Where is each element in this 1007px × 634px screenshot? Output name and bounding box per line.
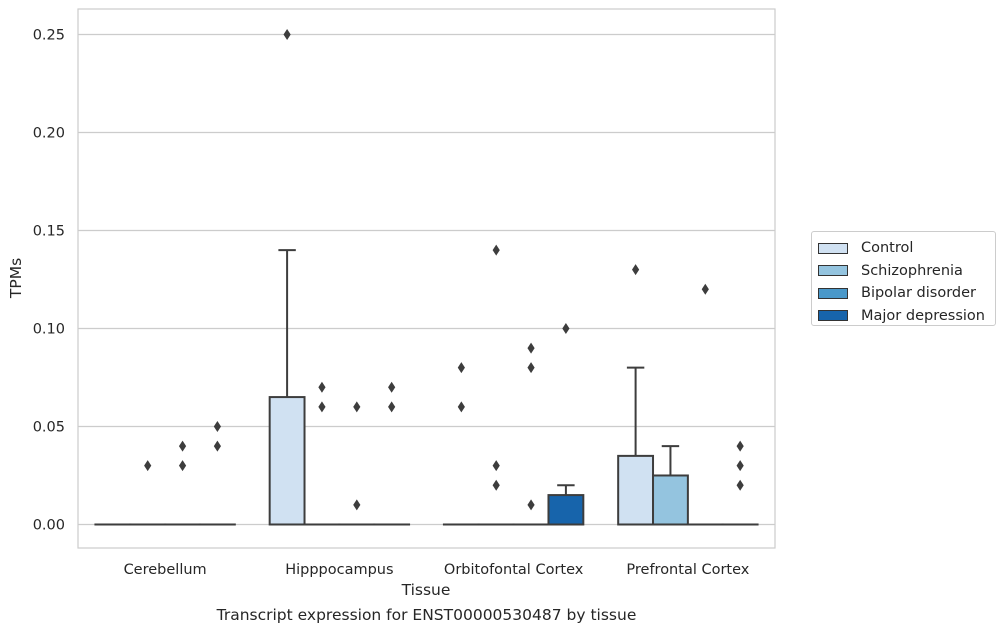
x-tick-label: Prefrontal Cortex (626, 562, 749, 578)
outlier-point (353, 499, 361, 511)
plot-frame (77, 8, 776, 549)
box-body (652, 474, 689, 526)
outlier-point (457, 362, 465, 374)
legend-item-control: Control (818, 237, 995, 260)
outlier-point (632, 264, 640, 276)
x-tick-labels: Cerebellum Hipppocampus Orbitofontal Corte… (124, 562, 750, 578)
outlier-point (527, 362, 535, 374)
legend-label-schizophrenia: Schizophrenia (861, 262, 963, 279)
x-tick-label: Orbitofontal Cortex (444, 562, 584, 578)
outlier-point (318, 401, 326, 413)
outlier-point (213, 420, 221, 432)
plot-area (78, 9, 775, 548)
y-tick-label: 0.10 (33, 321, 65, 337)
legend-item-schizophrenia: Schizophrenia (818, 260, 995, 283)
x-tick-label: Hipppocampus (285, 562, 393, 578)
outlier-point (144, 460, 152, 472)
outlier-point (353, 401, 361, 413)
box-body (617, 454, 655, 526)
y-tick-label: 0.00 (33, 517, 65, 533)
outlier-point (492, 244, 500, 256)
outlier-point (736, 440, 744, 452)
legend: Control Schizophrenia Bipolar disorder M… (811, 231, 996, 326)
y-tick-labels: 0.00 0.05 0.10 0.15 0.20 0.25 (33, 27, 65, 533)
outlier-point (178, 460, 187, 472)
legend-swatch-control (818, 242, 848, 254)
x-tick-label: Cerebellum (124, 562, 207, 578)
y-tick-label: 0.15 (33, 223, 65, 239)
boxes (94, 249, 759, 526)
box-body (268, 396, 306, 526)
legend-label-major-depression: Major depression (861, 307, 985, 324)
y-tick-label: 0.05 (33, 419, 65, 435)
legend-item-major-depression: Major depression (818, 305, 995, 328)
box-3-0 (617, 366, 655, 526)
figure-caption: Transcript expression for ENST0000053048… (216, 606, 637, 624)
outlier-point (562, 322, 570, 334)
outlier-point (527, 499, 535, 511)
outlier-point (213, 440, 221, 452)
outlier-point (492, 460, 500, 472)
outlier-point (388, 381, 396, 393)
outlier-point (318, 381, 326, 393)
box-2-3 (547, 484, 585, 526)
legend-swatch-schizophrenia (818, 265, 848, 277)
legend-label-bipolar-disorder: Bipolar disorder (861, 285, 976, 302)
legend-swatch-major-depression (818, 310, 848, 322)
legend-label-control: Control (861, 240, 914, 257)
outlier-point (492, 479, 500, 491)
outlier-point (388, 401, 396, 413)
box-body (547, 494, 585, 526)
outlier-point (736, 479, 744, 491)
outlier-point (283, 28, 291, 40)
outlier-point (457, 401, 465, 413)
outlier-point (736, 460, 744, 472)
box-1-0 (268, 249, 306, 526)
y-tick-label: 0.25 (33, 27, 65, 43)
outlier-point (178, 440, 187, 452)
legend-item-bipolar-disorder: Bipolar disorder (818, 282, 995, 305)
y-tick-label: 0.20 (33, 125, 65, 141)
y-axis-label: TPMs (7, 258, 25, 299)
x-axis-label: Tissue (401, 581, 451, 599)
outlier-point (527, 342, 535, 354)
box-3-1 (652, 445, 689, 526)
outlier-point (701, 283, 709, 295)
legend-swatch-bipolar-disorder (818, 287, 848, 299)
outliers (144, 28, 744, 511)
